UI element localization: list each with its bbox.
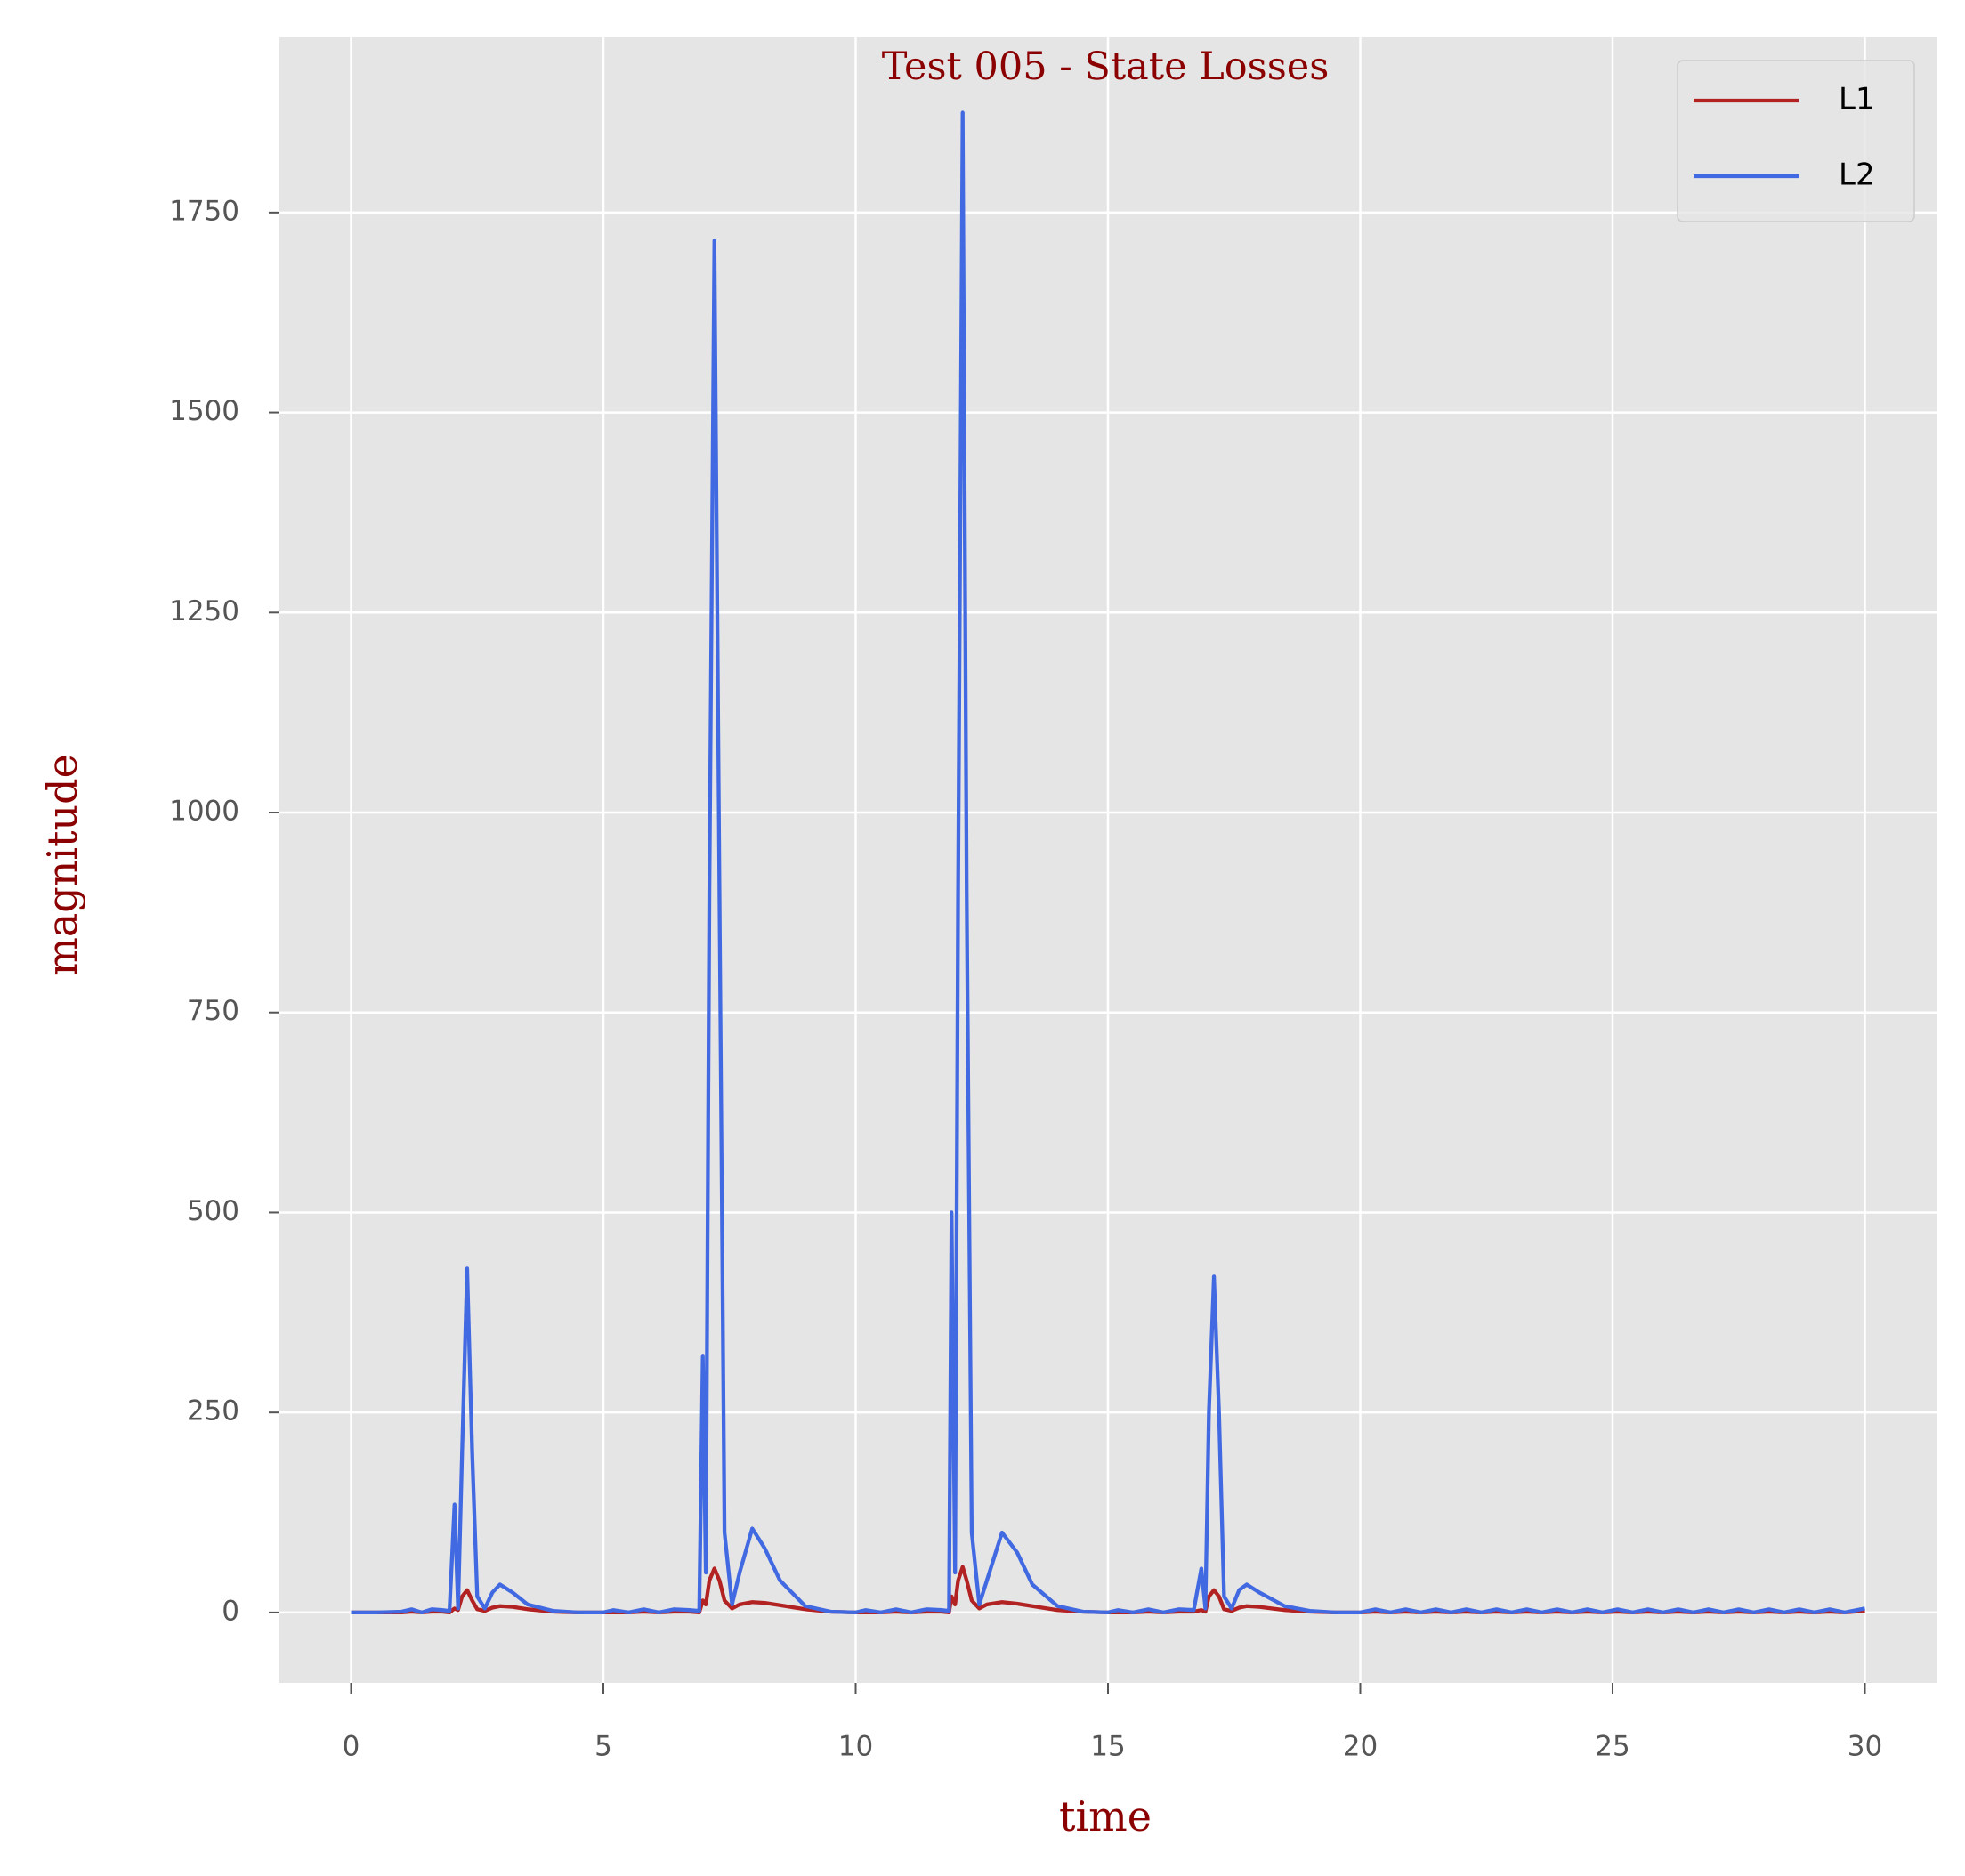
y-axis-label: magnitude	[38, 754, 86, 976]
x-tick-label: 5	[594, 1731, 612, 1763]
y-tick-label: 0	[222, 1595, 239, 1627]
y-tick-label: 1000	[169, 796, 239, 828]
x-tick-label: 15	[1090, 1731, 1125, 1763]
y-tick-label: 500	[187, 1195, 239, 1227]
legend	[1677, 60, 1915, 222]
chart-title: Test 005 - State Losses	[882, 44, 1330, 89]
x-tick-label: 20	[1343, 1731, 1378, 1763]
x-tick-label: 0	[343, 1731, 360, 1763]
legend-entries: L1 L2	[1694, 82, 1875, 193]
y-tick-label: 750	[187, 995, 239, 1027]
y-tick-label: 250	[187, 1395, 239, 1427]
x-tick-label: 30	[1848, 1731, 1882, 1763]
legend-label: L2	[1839, 158, 1875, 193]
series-line	[351, 110, 1865, 1615]
legend-label: L1	[1839, 82, 1875, 117]
y-tick-label: 1750	[169, 195, 239, 227]
y-tick-label: 1500	[169, 395, 239, 427]
lines	[351, 110, 1865, 1615]
x-axis-label: time	[1059, 1792, 1152, 1840]
x-tick-label: 10	[838, 1731, 873, 1763]
x-tick-label: 25	[1595, 1731, 1629, 1763]
y-tick-label: 1250	[169, 595, 239, 627]
